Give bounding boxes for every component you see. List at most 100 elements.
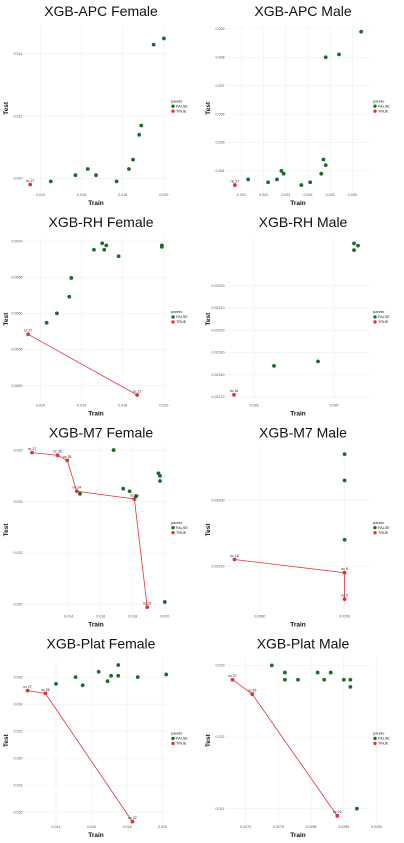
chart-panel: XGB-Plat Male 0.0270 0.0275 0.0280 0.0285 0.0… xyxy=(205,635,390,839)
y-tick-label: 0.02200 xyxy=(212,328,225,332)
legend-swatch xyxy=(171,320,175,324)
pareto-front-line xyxy=(234,559,345,600)
data-point-false xyxy=(337,52,341,57)
legend-swatch xyxy=(373,109,377,113)
data-point-false xyxy=(78,491,82,496)
y-tick-label: 0.02210 xyxy=(212,306,225,310)
x-tick-label: 0.023 xyxy=(281,193,290,197)
data-point-true xyxy=(342,597,347,601)
y-tick-label: 0.006 xyxy=(216,112,225,116)
legend-swatch xyxy=(171,741,175,746)
point-label: nc 27 xyxy=(231,179,240,183)
chart-title: XGB-RH Female xyxy=(48,214,153,230)
data-point-false xyxy=(114,179,119,184)
data-point-false xyxy=(151,42,156,47)
x-tick-label: 0.0290 xyxy=(339,614,350,618)
y-tick-label: 0.012 xyxy=(14,114,23,118)
chart-panel: XGB-M7 Male 0.0280 0.0290 0.02190 0.02200 Tra… xyxy=(205,425,390,629)
x-tick-label: 0.020 xyxy=(159,404,168,408)
legend-label: FALSE xyxy=(176,104,188,108)
data-point-true xyxy=(65,458,70,463)
x-axis-title: Train xyxy=(290,200,306,207)
legend-swatch xyxy=(373,320,377,324)
legend-label: TRUE xyxy=(176,531,187,535)
data-point-false xyxy=(352,248,356,253)
data-point-true xyxy=(342,570,347,575)
legend-swatch xyxy=(171,315,175,319)
chart-title: XGB-M7 Female xyxy=(49,425,153,441)
data-point-false xyxy=(283,670,287,675)
chart-panel: XGB-RH Female 0.014 0.016 0.018 0.020 0.0050 0… xyxy=(3,214,188,418)
point-label: nc 25 xyxy=(63,455,72,459)
x-axis-title: Train xyxy=(88,411,104,418)
chart-title: XGB-APC Female xyxy=(44,3,158,19)
legend-label: FALSE xyxy=(176,526,188,530)
y-tick-label: 0.0050 xyxy=(12,384,23,388)
y-tick-label: 0.005 xyxy=(216,141,225,145)
chart-panel: XGB-APC Male 0.021 0.022 0.023 0.024 0.025 0.0… xyxy=(205,3,390,207)
x-tick-label: 0.0285 xyxy=(338,825,349,829)
x-tick-label: 0.014 xyxy=(52,825,61,829)
point-label: nc 27 xyxy=(28,447,37,451)
legend-swatch xyxy=(373,530,377,535)
data-point-true xyxy=(335,813,340,818)
data-point-false xyxy=(164,672,169,677)
legend-swatch xyxy=(171,736,175,741)
x-tick-label: 0.021 xyxy=(237,193,246,197)
data-point-false xyxy=(44,320,49,325)
x-axis-title: Train xyxy=(88,832,104,839)
legend-title: pareto xyxy=(373,731,385,736)
legend-swatch xyxy=(171,525,175,530)
legend-label: FALSE xyxy=(378,526,390,530)
data-point-false xyxy=(158,473,162,478)
data-point-false xyxy=(73,675,78,680)
point-label: nc 26 xyxy=(53,450,62,454)
pareto-front-line xyxy=(31,452,148,608)
legend-swatch xyxy=(373,525,377,530)
y-tick-label: 0.022 xyxy=(14,729,23,733)
x-tick-label: 0.016 xyxy=(87,825,96,829)
x-tick-label: 0.018 xyxy=(128,614,137,618)
data-point-false xyxy=(137,132,142,137)
legend-label: TRUE xyxy=(176,742,187,746)
y-tick-label: 0.02170 xyxy=(212,395,225,399)
data-point-false xyxy=(356,243,360,248)
data-point-false xyxy=(315,670,320,675)
point-label: nc 23 xyxy=(130,493,139,497)
point-label: nc 27 xyxy=(24,329,33,333)
data-point-false xyxy=(323,55,328,60)
data-point-false xyxy=(127,167,131,171)
data-point-false xyxy=(104,243,109,248)
x-tick-label: 0.018 xyxy=(123,825,132,829)
data-point-false xyxy=(73,173,78,178)
point-label: nc 8 xyxy=(341,567,348,571)
legend-swatch xyxy=(171,530,175,535)
data-point-false xyxy=(266,180,270,185)
data-point-false xyxy=(105,679,110,684)
x-tick-label: 0.018 xyxy=(118,404,127,408)
data-point-false xyxy=(299,183,304,187)
x-tick-label: 0.030 xyxy=(330,404,339,408)
y-tick-label: 0.014 xyxy=(14,52,23,56)
data-point-false xyxy=(316,359,320,364)
y-tick-label: 0.026 xyxy=(14,675,23,679)
data-point-true xyxy=(232,183,237,187)
x-tick-label: 0.028 xyxy=(250,404,259,408)
legend-title: pareto xyxy=(373,309,385,314)
chart-panel: XGB-APC Female 0.014 0.016 0.018 0.020 0.010 0… xyxy=(3,3,188,207)
data-point-false xyxy=(121,486,126,491)
data-point-false xyxy=(67,294,72,299)
y-axis-title: Test xyxy=(205,733,212,747)
y-tick-label: 0.02220 xyxy=(212,284,225,288)
point-label: nc 27 xyxy=(23,685,32,689)
legend-title: pareto xyxy=(171,309,183,314)
pareto-front-line xyxy=(232,679,338,817)
data-point-false xyxy=(322,677,327,682)
y-axis-title: Test xyxy=(3,733,10,747)
pareto-front-line xyxy=(27,333,138,396)
pareto-front-line xyxy=(27,690,133,822)
x-tick-label: 0.014 xyxy=(36,404,45,408)
legend-swatch xyxy=(373,736,377,741)
data-point-false xyxy=(127,489,132,494)
